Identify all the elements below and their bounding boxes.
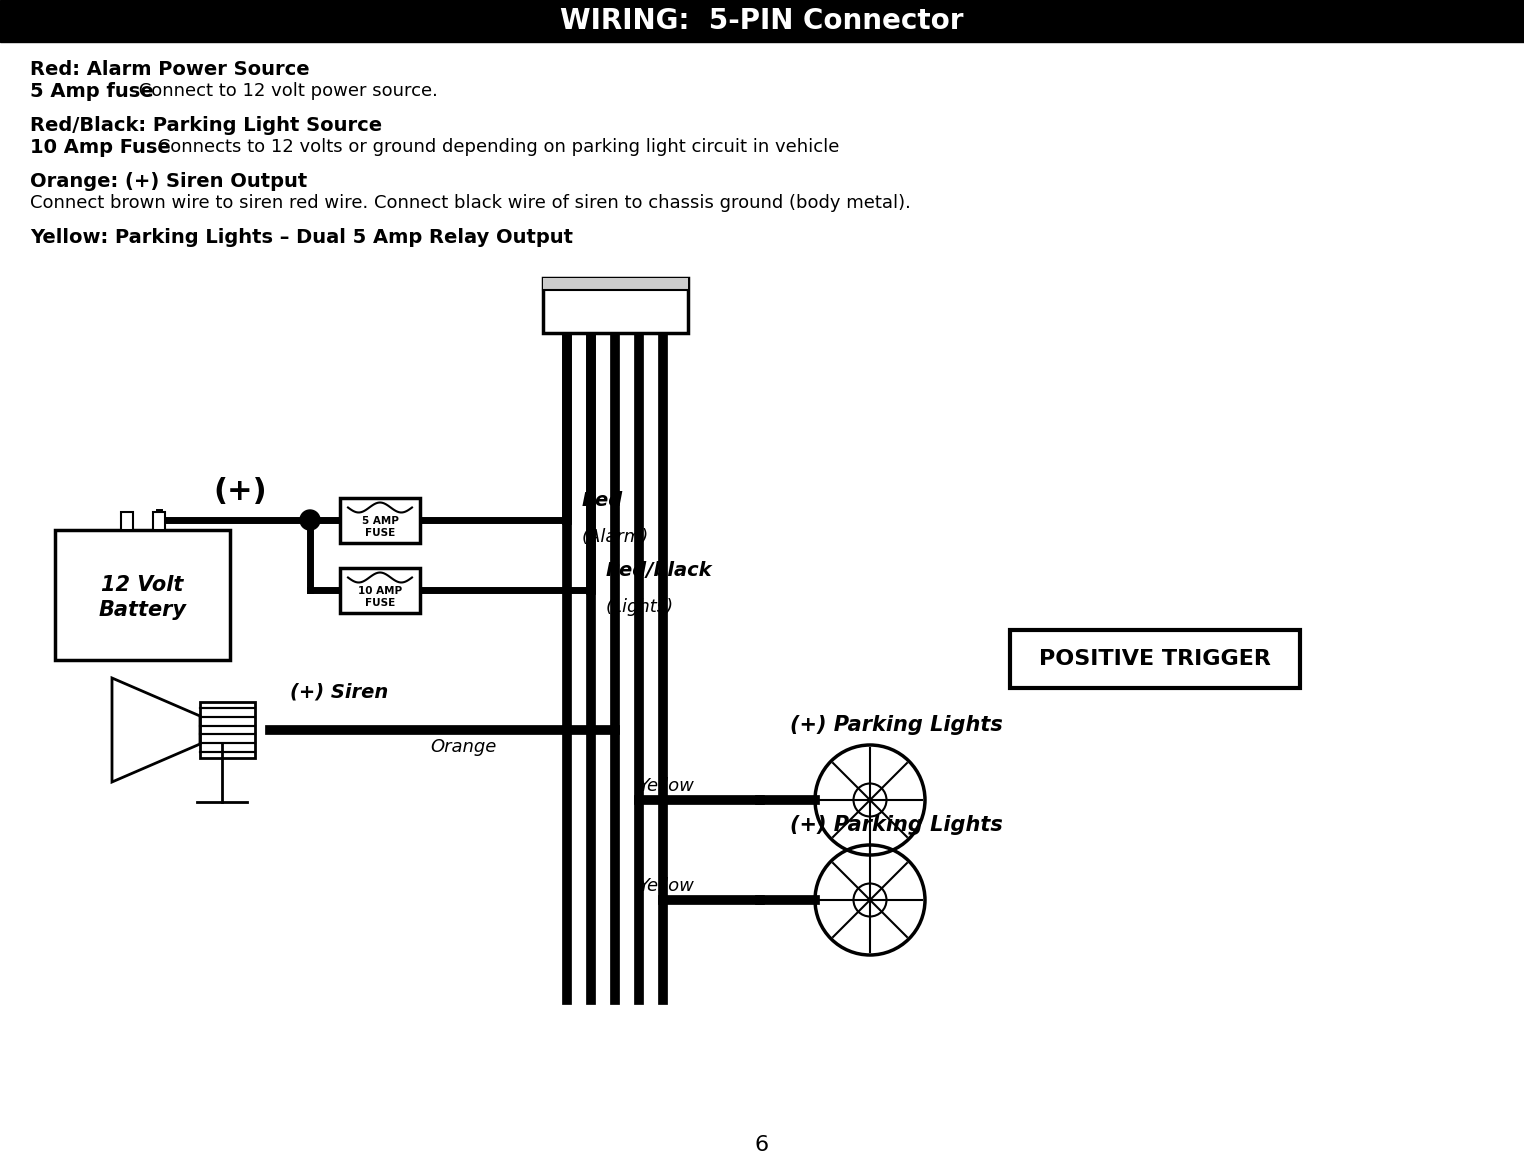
Text: (Alarm): (Alarm) bbox=[582, 528, 649, 546]
Text: 5 AMP: 5 AMP bbox=[361, 516, 398, 527]
Circle shape bbox=[300, 511, 320, 530]
Text: (+) Siren: (+) Siren bbox=[290, 683, 389, 701]
Bar bbox=[543, 278, 687, 333]
Text: Battery: Battery bbox=[99, 600, 186, 619]
Text: Connect to 12 volt power source.: Connect to 12 volt power source. bbox=[133, 82, 437, 100]
Bar bbox=[120, 512, 133, 530]
Text: Connects to 12 volts or ground depending on parking light circuit in vehicle: Connects to 12 volts or ground depending… bbox=[152, 138, 840, 156]
Text: (+): (+) bbox=[213, 478, 267, 507]
Bar bbox=[55, 530, 230, 660]
Bar bbox=[340, 498, 421, 542]
Bar bbox=[340, 568, 421, 612]
Text: POSITIVE TRIGGER: POSITIVE TRIGGER bbox=[1039, 649, 1271, 669]
Text: (+) Parking Lights: (+) Parking Lights bbox=[789, 715, 1003, 735]
Bar bbox=[200, 701, 255, 758]
Text: 10 Amp Fuse: 10 Amp Fuse bbox=[30, 138, 171, 157]
Text: WIRING:  5-PIN Connector: WIRING: 5-PIN Connector bbox=[561, 7, 963, 35]
Text: Yellow: Parking Lights – Dual 5 Amp Relay Output: Yellow: Parking Lights – Dual 5 Amp Rela… bbox=[30, 228, 573, 247]
Text: Red: Alarm Power Source: Red: Alarm Power Source bbox=[30, 60, 309, 78]
Text: Yellow: Yellow bbox=[639, 778, 695, 795]
Text: Red: Red bbox=[582, 491, 623, 511]
Text: Red/black: Red/black bbox=[607, 561, 712, 580]
Text: Red/Black: Parking Light Source: Red/Black: Parking Light Source bbox=[30, 116, 383, 135]
Bar bbox=[152, 512, 165, 530]
Text: Orange: (+) Siren Output: Orange: (+) Siren Output bbox=[30, 172, 308, 191]
Text: FUSE: FUSE bbox=[364, 598, 395, 609]
Text: (Lights): (Lights) bbox=[607, 598, 674, 616]
Text: Orange: Orange bbox=[430, 738, 497, 756]
Text: Connect brown wire to siren red wire. Connect black wire of siren to chassis gro: Connect brown wire to siren red wire. Co… bbox=[30, 194, 911, 212]
Bar bbox=[1010, 630, 1300, 689]
Text: FUSE: FUSE bbox=[364, 528, 395, 539]
Text: (+) Parking Lights: (+) Parking Lights bbox=[789, 815, 1003, 835]
Text: 12 Volt: 12 Volt bbox=[101, 575, 184, 595]
Bar bbox=[543, 278, 687, 290]
Text: Yellow: Yellow bbox=[639, 877, 695, 895]
Text: 10 AMP: 10 AMP bbox=[358, 587, 402, 596]
Text: 5 Amp fuse: 5 Amp fuse bbox=[30, 82, 154, 101]
Bar bbox=[0, 0, 1524, 42]
Text: 6: 6 bbox=[754, 1135, 770, 1155]
